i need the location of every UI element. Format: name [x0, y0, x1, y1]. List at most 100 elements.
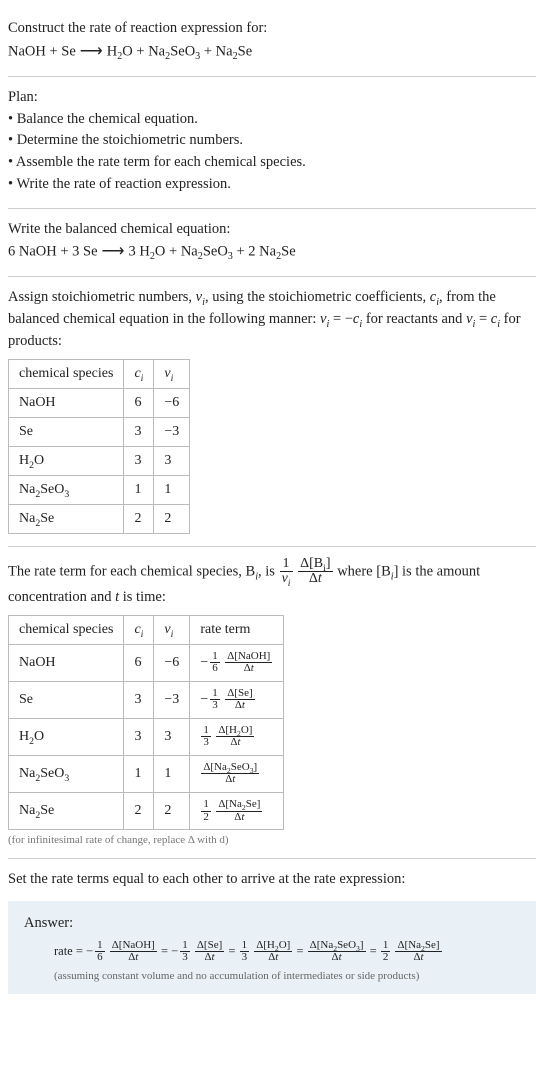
nta: Δ[H: [218, 724, 237, 736]
nb: Δt: [216, 812, 262, 824]
plan-item-4: • Write the rate of reaction expression.: [8, 174, 536, 196]
col-vi: νi: [154, 615, 190, 644]
ft: 1: [201, 799, 211, 812]
cell-species: Na2Se: [9, 504, 124, 533]
rate-term-text: The rate term for each chemical species,…: [8, 557, 536, 609]
infinitesimal-note: (for infinitesimal rate of change, repla…: [8, 834, 536, 846]
sp-pre: Na: [19, 511, 35, 526]
bal-f: Na: [181, 244, 198, 260]
frac-top: 1: [280, 557, 293, 573]
sp-pre: H: [19, 453, 29, 468]
stoich-d: for reactants and: [362, 311, 466, 327]
neg-sign: −: [200, 655, 208, 670]
ci-sub: i: [141, 372, 144, 383]
bal-g: +: [233, 244, 248, 260]
sp-pre: Na: [19, 482, 35, 497]
eq-sign: =: [370, 944, 380, 958]
sp-post: O: [34, 729, 44, 744]
table-row: Na2SeO3 1 1 Δ[Na2SeO3]Δt: [9, 755, 284, 792]
sp-pre: Na: [19, 803, 35, 818]
frac-coef: 13: [240, 940, 250, 964]
frac-conc: Δ[Se]Δt: [195, 940, 224, 964]
plan-title: Plan:: [8, 87, 536, 109]
frac-conc: Δ[Na2Se]Δt: [216, 799, 262, 823]
answer-box: Answer: rate = −16 Δ[NaOH]Δt = −13 Δ[Se]…: [8, 901, 536, 994]
cell-ci: 3: [124, 718, 154, 755]
rt-c: where [B: [337, 563, 391, 579]
vi-sub: i: [171, 372, 174, 383]
cell-rate: Δ[Na2SeO3]Δt: [190, 755, 284, 792]
bal-e: +: [165, 244, 180, 260]
cell-ci: 6: [124, 388, 154, 417]
stoich-text: Assign stoichiometric numbers, νi, using…: [8, 287, 536, 352]
bal-c: 3 Se: [72, 244, 97, 260]
eq-sign: =: [161, 944, 171, 958]
eq-lhs1: NaOH: [8, 43, 46, 59]
frac-one-over-nu: 1 νi: [280, 557, 293, 587]
stoich-a: Assign stoichiometric numbers,: [8, 289, 196, 305]
plan-item-3: • Assemble the rate term for each chemic…: [8, 152, 536, 174]
bal-db: O: [155, 244, 165, 260]
unbalanced-equation: NaOH + Se ⟶ H2O + Na2SeO3 + Na2Se: [8, 40, 536, 64]
table-row: Se 3 −3 −13 Δ[Se]Δt: [9, 681, 284, 718]
nb: Δt: [395, 952, 441, 964]
fb-dt-t: t: [318, 571, 322, 586]
arrow-icon: ⟶: [76, 43, 107, 60]
section-final: Set the rate terms equal to each other t…: [8, 859, 536, 1006]
cell-ci: 1: [124, 755, 154, 792]
stoich-eq2b: =: [475, 311, 490, 327]
table-row: NaOH 6 −6 −16 Δ[NaOH]Δt: [9, 644, 284, 681]
eq-rhs1: H: [107, 43, 117, 59]
fb-i: i: [288, 578, 291, 589]
nb-d: Δ: [235, 699, 242, 711]
cell-vi: 2: [154, 793, 190, 830]
eq-lhs2: Se: [61, 43, 76, 59]
frac-coef: 12: [201, 799, 211, 823]
section-prompt: Construct the rate of reaction expressio…: [8, 8, 536, 77]
frac-conc: Δ[Na2Se]Δt: [395, 940, 441, 964]
nb-d: Δ: [204, 951, 211, 963]
table-row: H2O 3 3 13 Δ[H2O]Δt: [9, 718, 284, 755]
nte: ]: [254, 761, 258, 773]
fb: 3: [210, 700, 220, 712]
ntc: SeO: [337, 939, 356, 951]
col-species: chemical species: [9, 359, 124, 388]
plan-item-1: • Balance the chemical equation.: [8, 109, 536, 131]
bal-a: 6 NaOH: [8, 244, 57, 260]
frac-conc: Δ[Na2SeO3]Δt: [201, 762, 259, 786]
fb-dt-d: Δ: [309, 571, 318, 586]
nb: Δt: [195, 952, 224, 964]
rt-b: , is: [258, 563, 279, 579]
arrow-icon: ⟶: [98, 243, 129, 260]
section-balanced: Write the balanced chemical equation: 6 …: [8, 209, 536, 278]
cell-ci: 1: [124, 475, 154, 504]
neg-sign: −: [86, 944, 93, 958]
cell-ci: 2: [124, 793, 154, 830]
cell-species: NaOH: [9, 644, 124, 681]
answer-expression: rate = −16 Δ[NaOH]Δt = −13 Δ[Se]Δt = 13 …: [24, 940, 528, 964]
nb-t: t: [275, 951, 278, 963]
ntc: Se]: [246, 798, 261, 810]
cell-vi: −6: [154, 388, 190, 417]
nb-t: t: [251, 662, 254, 674]
eq-plus3: +: [200, 43, 215, 59]
eq-plus2: +: [133, 43, 148, 59]
frac-conc: Δ[Na2SeO3]Δt: [308, 940, 366, 964]
bal-fb: SeO: [203, 244, 228, 260]
ntc: O]: [279, 939, 291, 951]
fb: 3: [201, 737, 211, 749]
nb: Δt: [308, 952, 366, 964]
cell-rate: 12 Δ[Na2Se]Δt: [190, 793, 284, 830]
cell-species: Se: [9, 417, 124, 446]
sp-sub2: 3: [64, 488, 69, 499]
frac-bot: νi: [280, 572, 293, 587]
sp-pre: Na: [19, 766, 35, 781]
sp-post: Se: [40, 511, 54, 526]
nta: Δ[Na: [310, 939, 334, 951]
eq-rhs1b: O: [122, 43, 132, 59]
answer-label: Answer:: [24, 915, 528, 932]
sp-mid: SeO: [40, 766, 64, 781]
cell-rate: −13 Δ[Se]Δt: [190, 681, 284, 718]
nb-d: Δ: [332, 951, 339, 963]
cell-vi: 3: [154, 718, 190, 755]
